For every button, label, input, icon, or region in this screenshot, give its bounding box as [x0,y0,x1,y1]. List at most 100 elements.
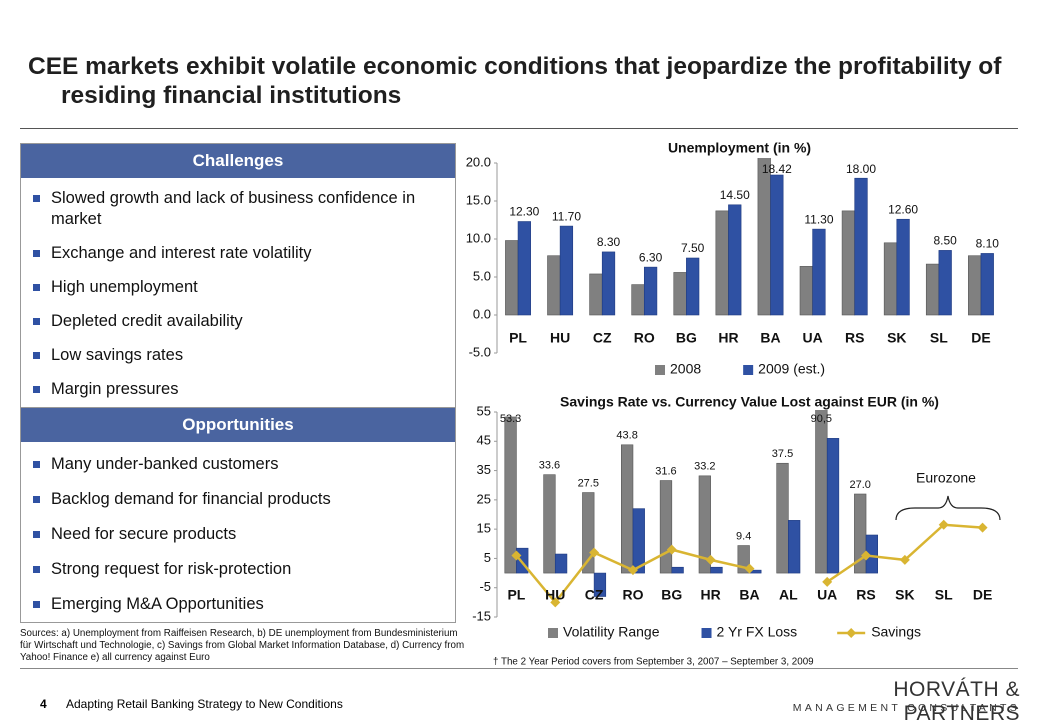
bar [671,566,684,574]
bullet-item: Need for secure products [33,524,455,545]
legend-swatch [743,365,754,375]
x-tick-label: UA [803,330,823,346]
data-label: 7.50 [681,241,705,255]
bar [593,572,607,597]
bullet-item: Depleted credit availability [33,311,455,332]
bar [812,228,826,316]
data-label: 18.00 [846,162,876,176]
title-rule [20,128,1018,129]
data-label: 53.3 [500,413,521,425]
data-label: 9.4 [736,530,751,542]
line-marker [627,565,638,576]
x-tick-label: BG [676,330,697,346]
legend-swatch [846,628,857,638]
legend-label: Savings [871,624,921,640]
plot [504,410,878,597]
y-tick-label: -5.0 [469,344,491,359]
opportunities-panel: Opportunities Many under-banked customer… [20,407,456,623]
challenges-panel: Challenges Slowed growth and lack of bus… [20,143,456,408]
bullet-item: High unemployment [33,277,455,298]
line-marker [705,554,716,565]
y-tick-label: 55 [477,403,491,418]
bar [737,545,750,574]
line-marker [977,522,988,533]
data-label: 12.60 [888,202,918,216]
bullet-item: Many under-banked customers [33,454,455,475]
bar [968,255,982,316]
line-marker [666,544,677,555]
annotation: Eurozone [916,470,976,486]
bar [788,520,801,574]
bar [686,257,700,316]
y-tick-label: 5.0 [473,268,491,283]
chart-title: Savings Rate vs. Currency Value Lost aga… [560,394,939,410]
x-tick-label: HU [550,330,570,346]
y-tick-label: 35 [477,462,491,477]
bar [980,253,994,316]
bar [631,284,645,316]
data-label: 6.30 [639,250,663,264]
bar [589,273,603,316]
x-tick-label: DE [973,587,992,603]
data-label: 11.30 [804,212,833,226]
line-marker [899,554,910,565]
bar [547,255,561,316]
line-marker [744,563,755,574]
x-tick-label: RO [634,330,655,346]
bar [643,266,658,316]
legend-label: 2009 (est.) [758,361,825,377]
x-tick-label: AL [779,587,798,603]
bar [601,251,616,316]
page-number: 4 [40,697,47,711]
slide-title: CEE markets exhibit volatile economic co… [28,53,1002,109]
eurozone-brace [895,495,1001,521]
plot [505,158,994,316]
y-tick-label: 20.0 [466,154,491,169]
bar [925,263,940,316]
bar [710,566,723,574]
line-marker [938,519,949,530]
bar [883,242,898,316]
legend-swatch [701,628,712,638]
x-tick-label: SK [887,330,906,346]
legend-swatch [655,365,665,375]
data-label: 90,5 [811,413,832,425]
bar [543,474,556,574]
bar [896,218,910,316]
data-label: 31.6 [655,465,676,477]
data-label: 33.6 [539,460,560,472]
x-tick-label: RS [856,587,875,603]
bar [826,438,840,574]
legend-label: Volatility Range [563,624,660,640]
bullet-item: Slowed growth and lack of business confi… [33,188,455,230]
bar [698,475,711,574]
bar [938,250,952,316]
data-label: 18.42 [762,162,792,176]
bullet-item: Low savings rates [33,345,455,366]
line-marker [822,576,833,587]
x-tick-label: HR [718,330,738,346]
x-tick-label: SL [930,330,948,346]
bar [841,210,856,316]
line-marker [511,550,522,561]
bullet-item: Emerging M&A Opportunities [33,594,455,615]
bar [673,272,687,316]
bar [854,493,867,574]
x-tick-label: BA [760,330,780,346]
x-tick-label: RO [622,587,643,603]
bar [799,266,813,316]
y-tick-label: -5 [479,579,491,594]
x-tick-label: DE [971,330,990,346]
data-label: 12.30 [509,205,539,219]
x-tick-label: SL [935,587,953,603]
footer-rule [20,668,1018,669]
line-marker [589,547,600,558]
x-tick-label: UA [817,587,837,603]
bar [559,225,574,316]
x-tick-label: BA [739,587,759,603]
x-tick-label: SK [895,587,914,603]
data-label: 8.30 [597,235,621,249]
opportunities-list: Many under-banked customers Backlog deman… [21,442,455,615]
